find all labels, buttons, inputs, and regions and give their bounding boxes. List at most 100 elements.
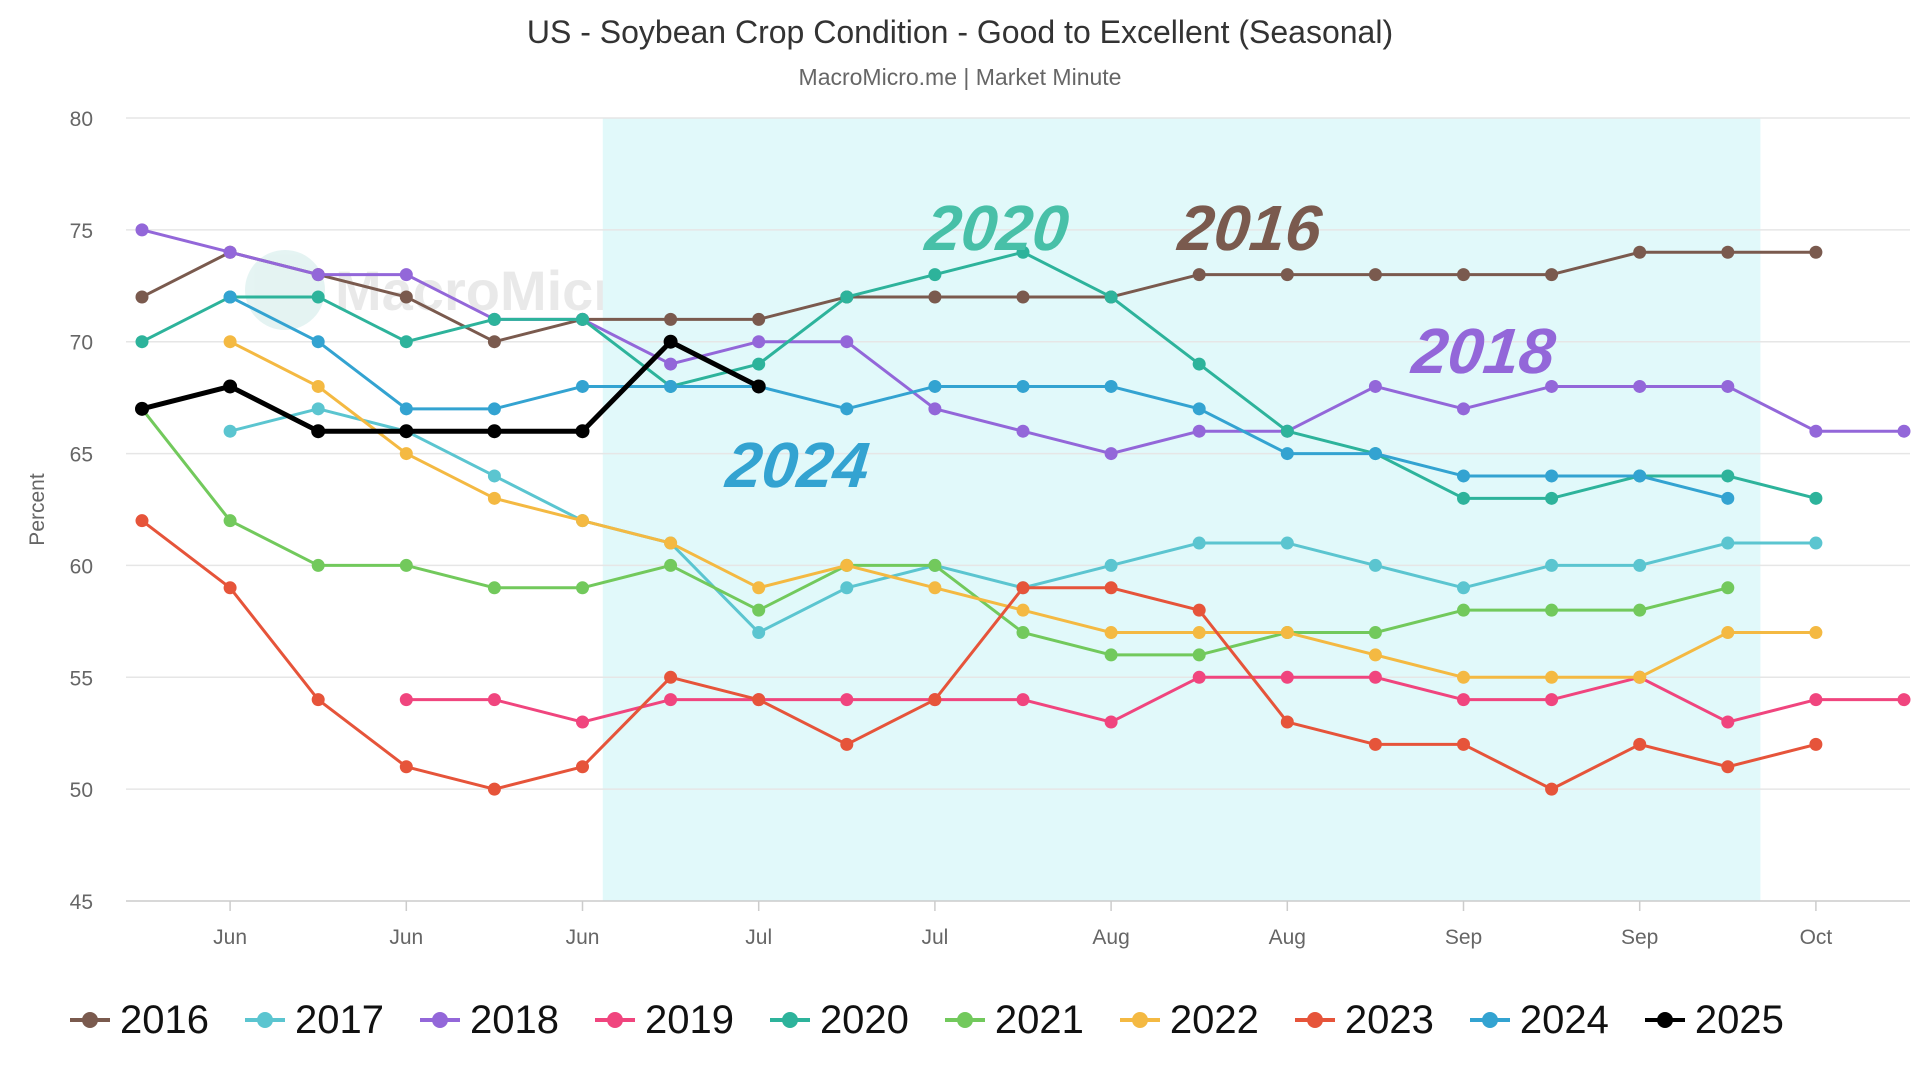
legend-item-2024[interactable]: 2024 (1469, 998, 1609, 1043)
legend-item-2021[interactable]: 2021 (944, 997, 1084, 1043)
annotation-2018: 2018 (1408, 315, 1559, 387)
legend-item-2018[interactable]: 2018 (419, 998, 559, 1043)
x-tick-label: Sep (1621, 926, 1658, 949)
data-point-2024 (487, 402, 501, 416)
annotation-2024: 2024 (722, 429, 873, 501)
data-point-2018 (1897, 424, 1911, 438)
data-point-2021 (928, 558, 942, 572)
data-point-2020 (487, 312, 501, 326)
data-point-2023 (752, 693, 766, 707)
data-point-2021 (487, 581, 501, 595)
data-point-2021 (1368, 626, 1382, 640)
data-point-2022 (1016, 603, 1030, 617)
data-point-2018 (1457, 402, 1470, 416)
chart-title: US - Soybean Crop Condition - Good to Ex… (526, 14, 1394, 50)
data-point-2023 (311, 693, 325, 707)
data-point-2020 (1192, 357, 1206, 371)
data-point-2022 (752, 581, 766, 595)
data-point-2023 (487, 782, 501, 796)
data-point-2023 (1368, 737, 1382, 751)
data-point-2021 (576, 581, 589, 595)
legend-label: 2025 (1694, 997, 1784, 1042)
data-point-2023 (1104, 581, 1118, 595)
legend-item-2017[interactable]: 2017 (244, 997, 384, 1043)
data-point-2017 (1545, 558, 1559, 572)
data-point-2025 (311, 424, 326, 439)
data-point-2022 (1633, 670, 1647, 684)
data-point-2021 (1192, 648, 1206, 662)
legend-item-2016[interactable]: 2016 (70, 998, 209, 1043)
legend-marker-icon (769, 1012, 810, 1028)
data-point-2021 (311, 558, 325, 572)
data-point-2021 (1104, 648, 1118, 662)
x-tick-label: Jun (389, 926, 423, 949)
data-point-2019 (1368, 670, 1382, 684)
data-point-2022 (928, 581, 942, 595)
data-point-2019 (1545, 693, 1559, 707)
data-point-2021 (1721, 581, 1735, 595)
data-point-2018 (311, 268, 325, 282)
data-point-2023 (223, 581, 237, 595)
data-point-2021 (1016, 626, 1030, 640)
data-point-2016 (1721, 245, 1735, 259)
data-point-2020 (311, 290, 325, 304)
legend-label: 2017 (294, 997, 384, 1042)
data-point-2024 (1280, 447, 1294, 461)
x-tick-label: Jul (745, 926, 772, 949)
legend-label: 2023 (1344, 997, 1434, 1042)
data-point-2016 (1809, 245, 1823, 259)
data-point-2024 (311, 335, 325, 349)
data-point-2016 (1368, 268, 1382, 282)
data-point-2018 (1368, 379, 1382, 393)
legend-label: 2021 (994, 997, 1084, 1042)
data-point-2022 (1368, 648, 1382, 662)
legend-label: 2019 (644, 997, 734, 1042)
legend-marker-icon (1119, 1012, 1160, 1028)
y-tick-label: 60 (70, 555, 93, 578)
data-point-2025 (751, 379, 766, 394)
data-point-2021 (1545, 603, 1559, 617)
data-point-2016 (752, 312, 766, 326)
data-point-2025 (399, 424, 414, 439)
annotation-2016: 2016 (1174, 192, 1326, 264)
data-point-2024 (840, 402, 854, 416)
legend-marker-icon (244, 1012, 285, 1028)
data-point-2024 (1016, 379, 1030, 393)
data-point-2017 (1457, 581, 1470, 595)
series-line-2019 (406, 675, 1904, 724)
data-point-2017 (1809, 536, 1823, 550)
data-point-2020 (840, 290, 854, 304)
data-point-2018 (664, 357, 678, 371)
data-point-2022 (576, 514, 589, 528)
data-point-2016 (664, 312, 678, 326)
legend-item-2025[interactable]: 2025 (1644, 997, 1784, 1043)
data-point-2024 (1721, 491, 1735, 505)
data-point-2019 (664, 693, 678, 707)
legend-item-2022[interactable]: 2022 (1119, 998, 1259, 1043)
legend-item-2019[interactable]: 2019 (594, 997, 734, 1043)
data-point-2018 (1545, 379, 1559, 393)
legend-item-2020[interactable]: 2020 (769, 998, 909, 1043)
data-point-2023 (576, 760, 589, 774)
data-point-2017 (1280, 536, 1294, 550)
data-point-2023 (664, 670, 678, 684)
y-tick-label: 50 (70, 779, 93, 802)
data-point-2020 (1721, 469, 1735, 483)
data-point-2019 (1104, 715, 1118, 729)
data-point-2017 (1368, 558, 1382, 572)
legend-item-2023[interactable]: 2023 (1294, 997, 1434, 1043)
data-point-2018 (1633, 379, 1647, 393)
data-point-2024 (1545, 469, 1559, 483)
legend-marker-icon (1294, 1012, 1335, 1028)
data-point-2019 (1280, 670, 1294, 684)
data-point-2018 (399, 268, 413, 282)
x-tick-label: Aug (1092, 926, 1129, 949)
data-point-2020 (928, 268, 942, 282)
data-point-2022 (1545, 670, 1559, 684)
data-point-2022 (399, 447, 413, 461)
x-tick-label: Jun (213, 926, 247, 949)
data-point-2022 (311, 379, 325, 393)
watermark-text: MacroMicro (335, 258, 650, 322)
data-point-2025 (663, 334, 678, 349)
data-point-2022 (223, 335, 237, 349)
